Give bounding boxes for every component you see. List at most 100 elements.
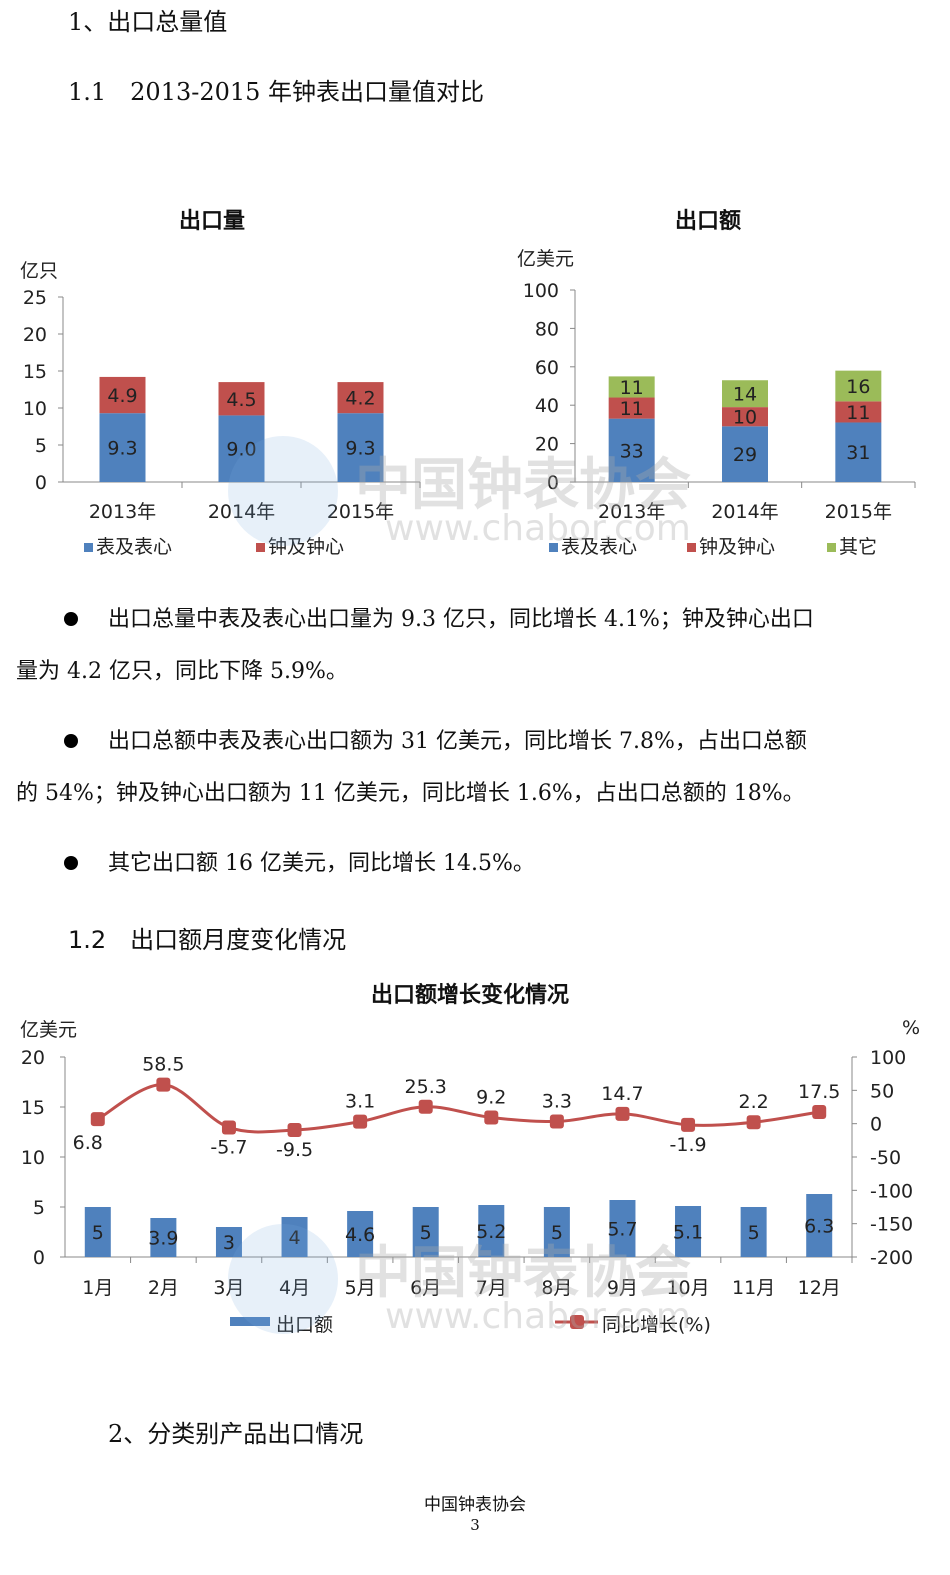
chart-export-value: 出口额亿美元0204060801002013年3311112014年291014… [517,209,916,558]
bar-segment [722,426,768,482]
x-tick-label: 11月 [732,1277,775,1299]
legend-swatch [230,1317,270,1326]
bullet-text: 量为 4.2 亿只，同比下降 5.9%。 [16,659,348,684]
bar-data-label: 3.9 [148,1228,178,1250]
heading-1-1: 1.1 2013-2015 年钟表出口量值对比 [68,78,485,106]
legend-label: 钟及钟心 [699,536,775,558]
x-tick-label: 12月 [798,1277,841,1299]
watermark-url: www.chabor.com [385,508,691,549]
data-label: 9.0 [226,439,256,461]
legend-label: 钟及钟心 [268,536,344,558]
y2-tick-label: -50 [870,1147,901,1169]
bullet-dot [64,855,78,870]
legend-label: 其它 [839,536,877,558]
data-label: 4.5 [226,389,256,411]
bullet-dot [64,733,78,748]
y2-tick-label: 0 [870,1114,882,1136]
x-tick-label: 2014年 [208,501,275,523]
bar-segment [337,413,384,482]
line-data-label: -5.7 [210,1136,247,1158]
line-point [221,1120,236,1135]
line-data-label: 14.7 [601,1083,643,1105]
data-label: 11 [620,398,644,420]
page-number: 3 [470,1516,480,1534]
data-label: 11 [846,402,870,424]
y-tick-label: 0 [33,1247,45,1269]
bar-data-label: 5 [551,1222,563,1244]
bar-segment [835,401,882,423]
line-data-label: 25.3 [405,1076,447,1098]
bar-data-label: 5 [92,1222,104,1244]
bar-segment [608,418,655,482]
bullet-dot [64,611,78,626]
x-tick-label: 9月 [607,1277,638,1299]
bar [281,1217,308,1257]
legend-swatch [687,543,696,552]
bar-segment [722,407,768,427]
line-data-label: 2.2 [739,1091,769,1113]
bar [347,1211,374,1257]
chart-title: 出口量 [179,209,245,234]
bar [543,1207,570,1257]
x-tick-label: 2013年 [598,501,665,523]
bar-segment [99,413,146,482]
line-point [812,1105,827,1119]
line-point [549,1114,564,1129]
y2-axis-label: % [902,1017,920,1039]
x-tick-label: 5月 [345,1277,376,1299]
x-tick-label: 6月 [410,1277,441,1299]
x-tick-label: 2015年 [825,501,892,523]
bullet-text: 出口总额中表及表心出口额为 31 亿美元，同比增长 7.8%，占出口总额 [108,729,807,754]
x-tick-label: 3月 [213,1277,244,1299]
legend-swatch [827,543,836,552]
bar-segment [722,380,768,408]
y2-tick-label: -100 [870,1180,913,1202]
bullet-text: 其它出口额 16 亿美元，同比增长 14.5%。 [108,851,535,876]
bullet-paragraph-3: 其它出口额 16 亿美元，同比增长 14.5%。 [16,838,931,890]
bar-segment [835,422,882,482]
y-tick-label: 100 [523,280,559,302]
bar-segment [337,382,384,414]
bar [215,1227,242,1257]
bar [609,1200,636,1257]
line-data-label: 58.5 [142,1054,184,1076]
heading-2: 2、分类别产品出口情况 [108,1420,364,1448]
bar-data-label: 4 [288,1227,300,1249]
bar-data-label: 3 [223,1232,235,1254]
x-tick-label: 8月 [541,1277,572,1299]
watermark-logo [228,1224,338,1334]
y-tick-label: 40 [535,395,559,417]
line-point [681,1117,696,1132]
bar [412,1207,439,1257]
line-point [287,1123,302,1137]
data-label: 14 [733,384,757,406]
legend-label: 表及表心 [96,536,172,558]
heading-1: 1、出口总量值 [68,8,228,36]
line-data-label: 3.3 [542,1090,572,1112]
bar-data-label: 5.7 [607,1219,637,1241]
line-data-label: -9.5 [276,1139,313,1161]
data-label: 33 [620,440,644,462]
legend-swatch [256,543,265,552]
data-label: 29 [733,444,757,466]
x-tick-label: 1月 [82,1277,113,1299]
y-tick-label: 20 [23,324,47,346]
y-tick-label: 25 [23,287,47,309]
bar [84,1207,111,1257]
line-point [353,1114,368,1129]
watermark-url: www.chabor.com [385,1296,691,1337]
data-label: 31 [846,442,870,464]
watermark-text: 中国钟表协会 [355,1241,691,1306]
data-label: 11 [620,377,644,399]
legend-swatch [549,543,558,552]
data-label: 4.9 [107,385,137,407]
x-tick-label: 4月 [279,1277,310,1299]
y-tick-label: 60 [535,357,559,379]
y-tick-label: 10 [21,1147,45,1169]
y2-tick-label: 50 [870,1080,894,1102]
y-tick-label: 0 [547,472,559,494]
bar-segment [218,415,265,482]
line-point [90,1112,105,1127]
data-label: 16 [846,376,870,398]
